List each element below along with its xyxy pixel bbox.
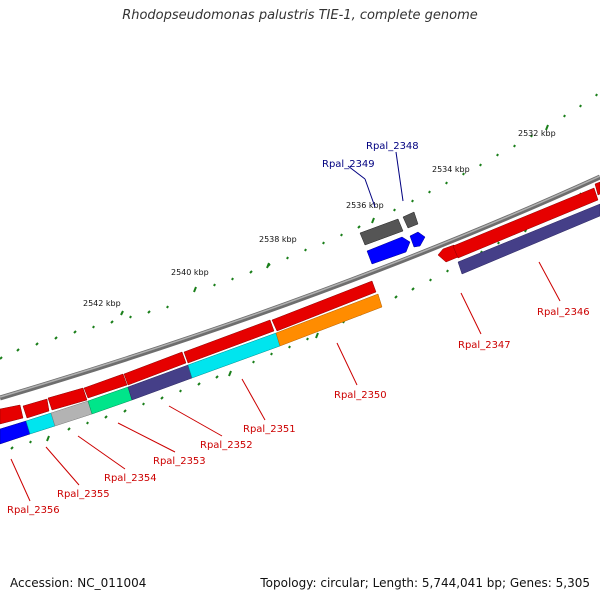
gene-feature: [123, 351, 187, 386]
gene-rpal-2356: [0, 420, 31, 445]
kbp-label: 2538 kbp: [259, 235, 297, 244]
outer-tick-ring: [0, 93, 598, 360]
gene-feature: [0, 404, 24, 425]
gene-label-rpal-2352: Rpal_2352: [200, 440, 253, 451]
kbp-label: 2540 kbp: [171, 268, 209, 277]
kbp-label: 2532 kbp: [518, 129, 556, 138]
gene-label-rpal-2347: Rpal_2347: [458, 340, 511, 351]
gene-rpal-2350: [275, 293, 383, 347]
gene-feature: [271, 280, 377, 332]
gene-label-rpal-2348: Rpal_2348: [366, 141, 419, 152]
minus-strand-red-genes: [0, 181, 600, 425]
gene-rpal-2349: [359, 218, 404, 246]
gene-label-rpal-2355: Rpal_2355: [57, 489, 110, 500]
gene-feature: [594, 181, 600, 196]
gene-label-rpal-2350: Rpal_2350: [334, 390, 387, 401]
kbp-label: 2534 kbp: [432, 165, 470, 174]
map-title: Rhodopseudomonas palustris TIE-1, comple…: [122, 8, 478, 23]
accession-text: Accession: NC_011004: [10, 576, 147, 590]
gene-feature: [402, 211, 419, 229]
genome-backbone-highlight: [0, 175, 600, 398]
gene-rpal-2348: [409, 231, 426, 248]
gene-rpal-2346: [457, 203, 600, 275]
gene-label-rpal-2351: Rpal_2351: [243, 424, 296, 435]
gene-feature: [83, 373, 128, 399]
gene-label-rpal-2346: Rpal_2346: [537, 307, 590, 318]
gene-feature: [47, 387, 88, 411]
label-leader-lines: [10, 151, 561, 502]
gene-label-rpal-2354: Rpal_2354: [104, 473, 157, 484]
gene-label-rpal-2356: Rpal_2356: [7, 505, 60, 516]
genome-backbone: [0, 174, 600, 401]
gene-label-rpal-2349: Rpal_2349: [322, 159, 375, 170]
gene-feature: [183, 319, 275, 364]
gene-feature: [452, 187, 599, 259]
kbp-label: 2542 kbp: [83, 299, 121, 308]
kbp-label: 2536 kbp: [346, 201, 384, 210]
gene-feature: [366, 236, 411, 265]
gene-feature: [22, 398, 50, 419]
genome-summary-text: Topology: circular; Length: 5,744,041 bp…: [260, 576, 590, 590]
gene-label-rpal-2353: Rpal_2353: [153, 456, 206, 467]
